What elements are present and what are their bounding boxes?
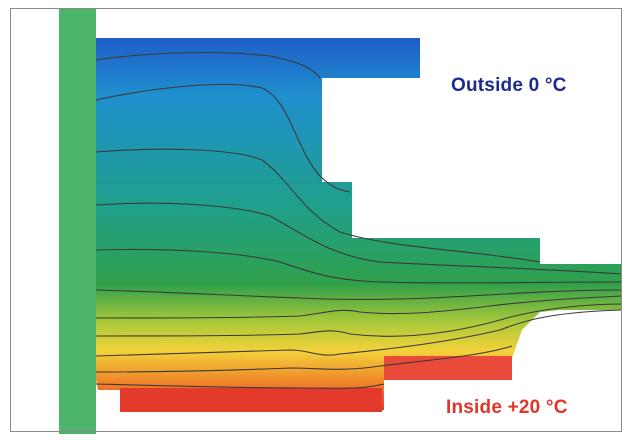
- isotherm-line: [95, 83, 351, 193]
- isotherm-line: [95, 51, 321, 79]
- isotherm-line: [95, 248, 623, 284]
- isotherm-line: [95, 148, 541, 263]
- isotherm-lines: [95, 51, 623, 389]
- interior-seal: [360, 392, 380, 412]
- isotherm-line: [95, 345, 513, 373]
- inside-temperature-label: Inside +20 °C: [446, 397, 568, 418]
- interior-sill: [384, 356, 512, 380]
- isotherm-line: [95, 303, 623, 337]
- isotherm-line: [95, 383, 385, 389]
- outside-temperature-label: Outside 0 °C: [451, 75, 567, 96]
- isotherm-line: [95, 289, 623, 301]
- interior-frame-strip: [120, 388, 382, 412]
- isotherm-line: [95, 309, 623, 357]
- isotherm-line: [95, 202, 623, 275]
- isotherm-line: [95, 295, 623, 319]
- wall-strip: [59, 8, 96, 434]
